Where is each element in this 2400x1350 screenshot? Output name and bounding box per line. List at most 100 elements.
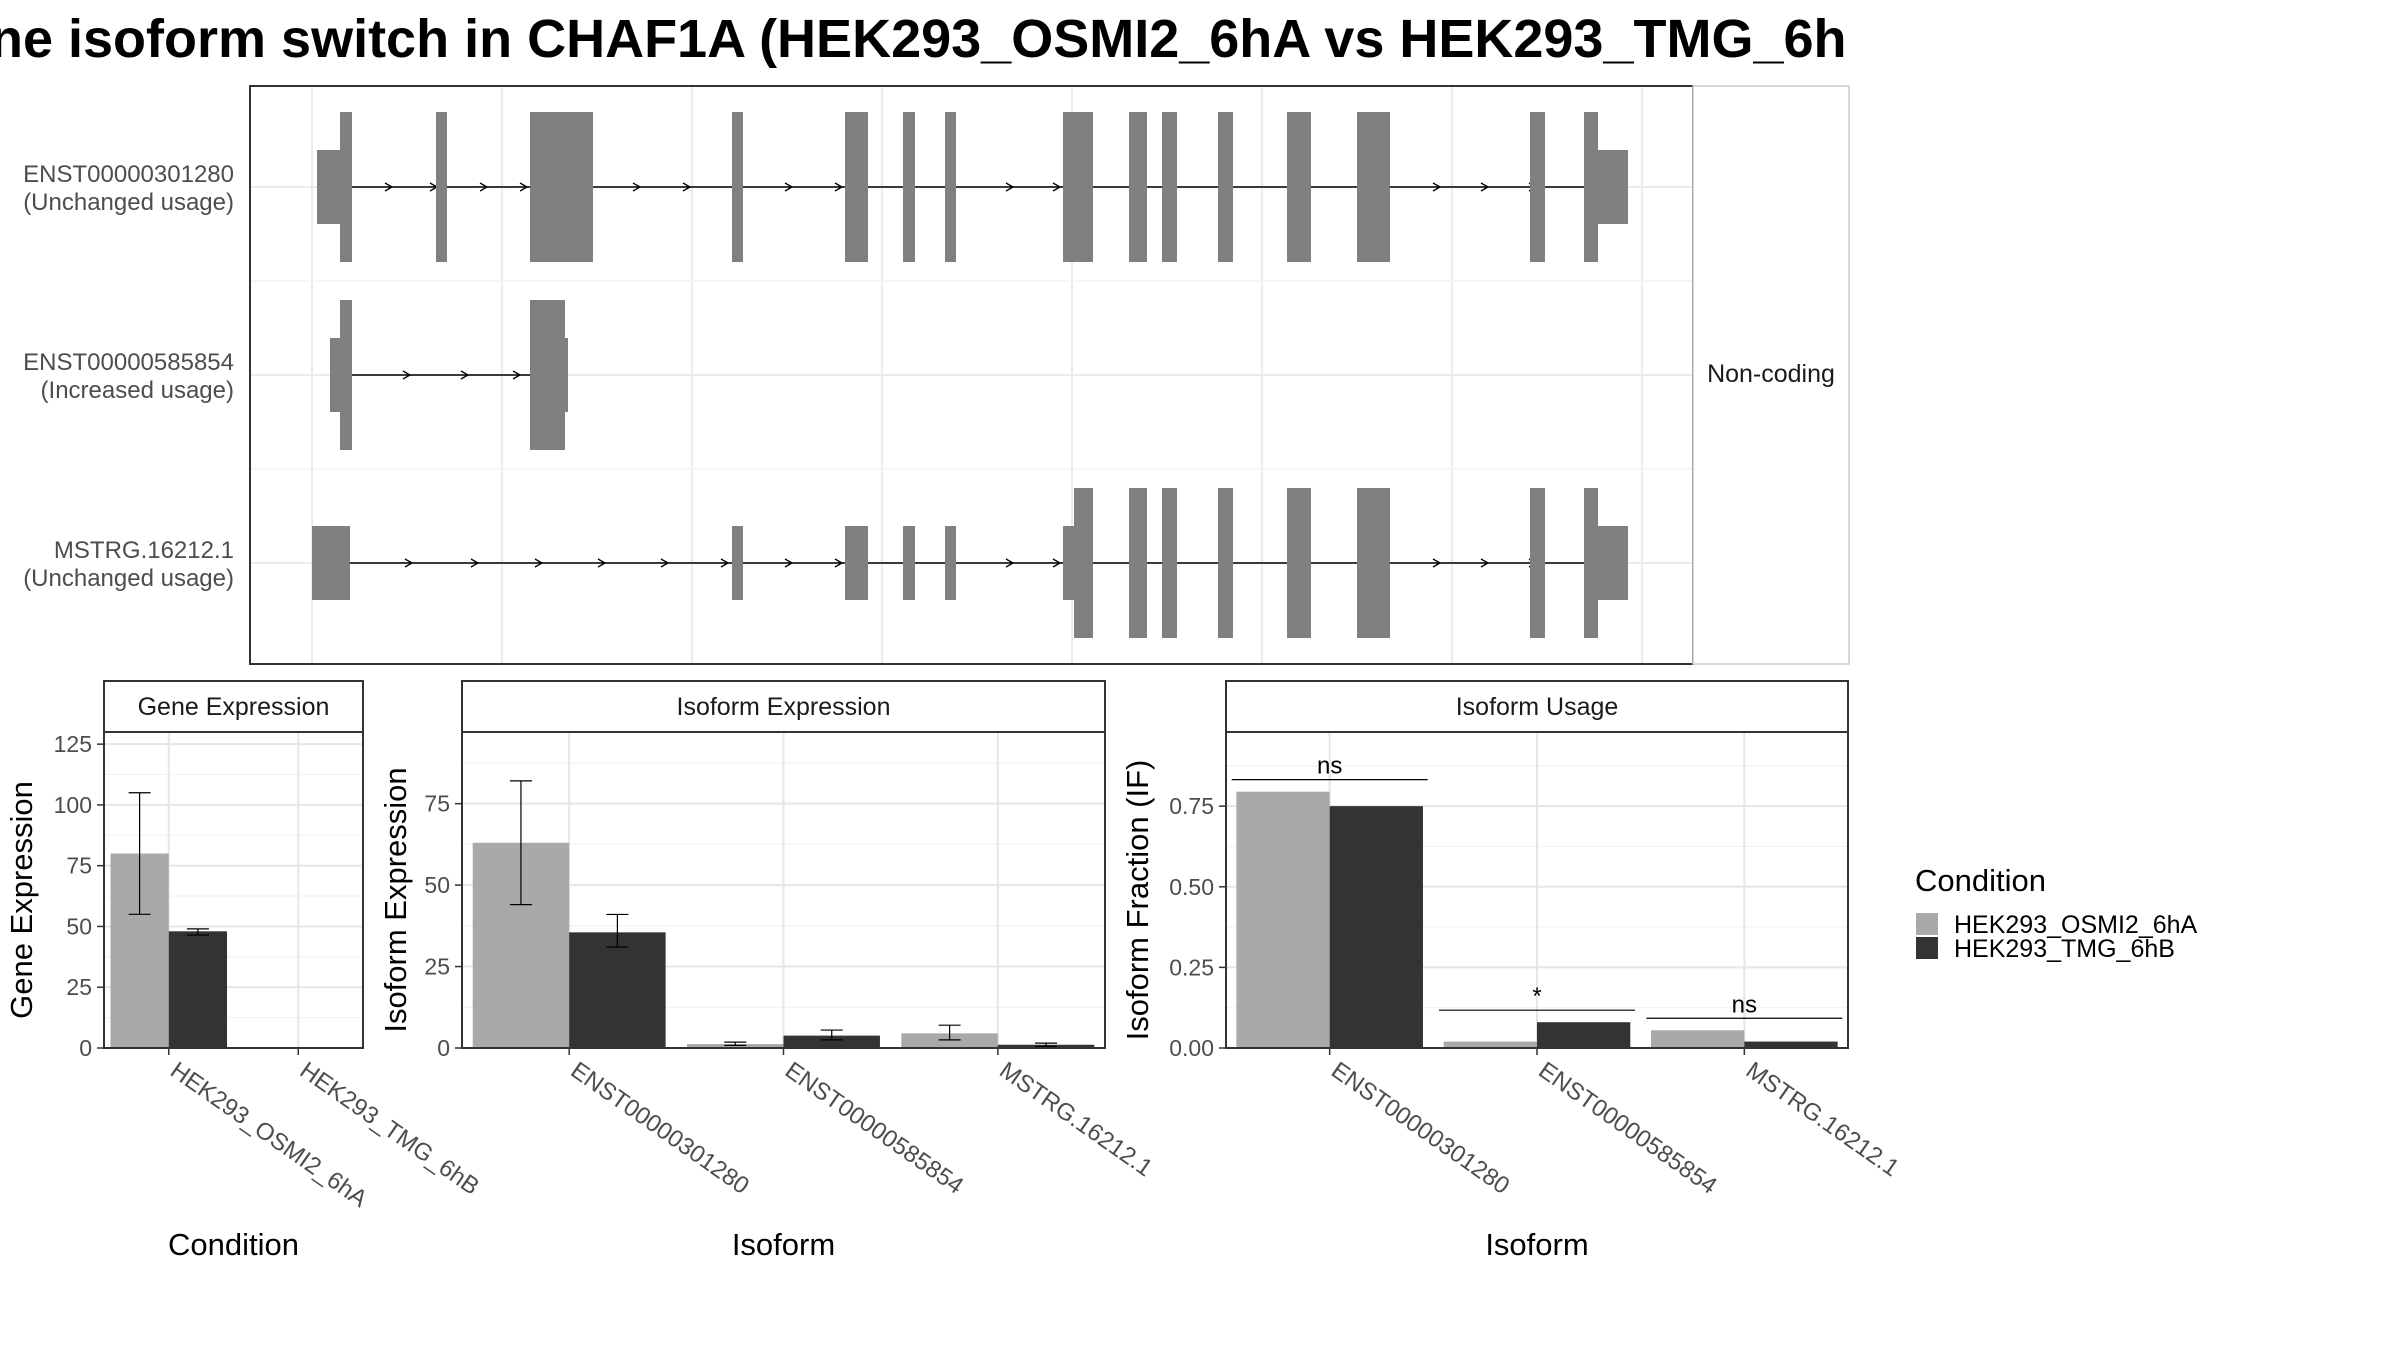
structure-strip-label: Non-coding xyxy=(1707,360,1835,388)
transcript-status-label: (Increased usage) xyxy=(41,377,234,404)
y-tick-label: 50 xyxy=(66,913,92,939)
strand-arrow xyxy=(519,182,529,192)
cds-exon xyxy=(1162,488,1177,638)
y-tick-label: 0.75 xyxy=(1169,793,1214,819)
strand-arrow xyxy=(512,370,522,380)
strand-arrow xyxy=(384,182,394,192)
legend-label: HEK293_OSMI2_6hA xyxy=(1954,911,2198,939)
bar xyxy=(1651,1030,1745,1048)
bar xyxy=(1744,1041,1838,1048)
y-tick-label: 0.25 xyxy=(1169,954,1214,980)
cds-exon xyxy=(1584,112,1598,262)
error-bar xyxy=(724,1041,747,1046)
y-tick-label: 25 xyxy=(66,974,92,1000)
transcript-track xyxy=(330,300,568,450)
strand-arrow xyxy=(834,182,844,192)
strand-arrow xyxy=(784,182,794,192)
strand-arrow xyxy=(682,182,692,192)
cds-exon xyxy=(1287,112,1311,262)
facet-strip xyxy=(1225,680,1849,733)
y-tick-label: 0.50 xyxy=(1169,874,1214,900)
cds-exon xyxy=(530,112,593,262)
strand-arrow xyxy=(1005,558,1015,568)
y-tick-label: 0 xyxy=(79,1035,92,1061)
strand-arrow xyxy=(404,558,414,568)
utr-exon xyxy=(563,338,568,412)
strand-arrow xyxy=(460,370,470,380)
structure-tracks xyxy=(312,112,1628,638)
strand-arrow xyxy=(1432,182,1442,192)
x-tick-label: ENST00000585854 xyxy=(780,1057,968,1200)
cds-exon xyxy=(340,112,352,262)
panel-title: Isoform Usage xyxy=(1456,693,1619,721)
strand-arrow xyxy=(784,558,794,568)
y-axis-title: Gene Expression xyxy=(4,781,39,1019)
bar xyxy=(1537,1022,1631,1048)
cds-exon xyxy=(903,112,915,262)
error-bar xyxy=(186,928,209,936)
strand-arrow xyxy=(534,558,544,568)
strand-arrow xyxy=(1052,558,1062,568)
transcript-id-label: MSTRG.16212.1 xyxy=(54,537,234,564)
cds-exon xyxy=(1162,112,1177,262)
cds-exon xyxy=(1530,112,1545,262)
structure-strip xyxy=(1692,85,1850,665)
transcript-status-label: (Unchanged usage) xyxy=(23,189,234,216)
utr-exon xyxy=(312,526,350,600)
bar xyxy=(569,932,666,1048)
cds-exon xyxy=(1129,112,1147,262)
x-axis-title: Isoform xyxy=(732,1227,835,1262)
strand-arrow xyxy=(1480,558,1490,568)
cds-exon xyxy=(945,112,956,262)
bar xyxy=(783,1035,880,1048)
strand-arrow xyxy=(1005,182,1015,192)
bar xyxy=(1443,1041,1537,1048)
isoform-expression-panel: 0 25 50 75 Isoform Expression ENST00000301280… xyxy=(378,680,1157,1262)
x-tick-label: MSTRG.16212.1 xyxy=(1741,1057,1904,1182)
cds-exon xyxy=(1287,488,1311,638)
error-bar xyxy=(1035,1042,1058,1047)
x-tick-label: ENST00000585854 xyxy=(1534,1057,1722,1200)
strand-arrow xyxy=(720,558,730,568)
panel-title: Isoform Expression xyxy=(677,693,891,721)
y-tick-label: 75 xyxy=(424,791,450,817)
isoform-usage-panel: 0.00 0.25 0.50 0.75 ns * ns Isoform Usage ENST00… xyxy=(1120,680,1904,1262)
bar xyxy=(168,931,228,1048)
bar xyxy=(687,1044,784,1048)
transcript-track xyxy=(312,488,1628,638)
utr-exon xyxy=(1598,526,1628,600)
figure-title: ne isoform switch in CHAF1A (HEK293_OSMI… xyxy=(0,9,1847,69)
utr-exon xyxy=(330,338,342,412)
bar xyxy=(1329,806,1423,1048)
cds-exon xyxy=(1129,488,1147,638)
strand-arrow xyxy=(402,370,412,380)
utr-exon xyxy=(732,526,743,600)
y-tick-label: 25 xyxy=(424,954,450,980)
cds-exon xyxy=(1074,488,1093,638)
legend-key xyxy=(1916,913,1938,935)
panel-title: Gene Expression xyxy=(138,693,330,721)
strand-arrow xyxy=(597,558,607,568)
x-axis-title: Condition xyxy=(168,1227,299,1262)
legend-title: Condition xyxy=(1915,863,2046,898)
strand-arrow xyxy=(834,558,844,568)
facet-strip xyxy=(103,680,364,733)
y-axis-title: Isoform Expression xyxy=(378,767,413,1032)
facet-strip xyxy=(461,680,1106,733)
cds-exon xyxy=(340,300,352,450)
cds-exon xyxy=(1584,488,1598,638)
utr-exon xyxy=(1063,526,1075,600)
y-tick-label: 0.00 xyxy=(1169,1035,1214,1061)
error-bar xyxy=(938,1024,961,1041)
utr-exon xyxy=(1598,150,1628,224)
y-tick-label: 50 xyxy=(424,872,450,898)
transcript-structure-panel: Non-coding ENST00000301280 (Unchanged us… xyxy=(23,85,1850,665)
cds-exon xyxy=(732,112,743,262)
utr-exon xyxy=(317,150,342,224)
error-bar xyxy=(606,913,629,948)
y-tick-label: 125 xyxy=(54,731,92,757)
transcript-id-label: ENST00000301280 xyxy=(23,161,234,188)
bar xyxy=(1236,791,1330,1048)
strand-arrow xyxy=(632,182,642,192)
strand-arrow xyxy=(660,558,670,568)
